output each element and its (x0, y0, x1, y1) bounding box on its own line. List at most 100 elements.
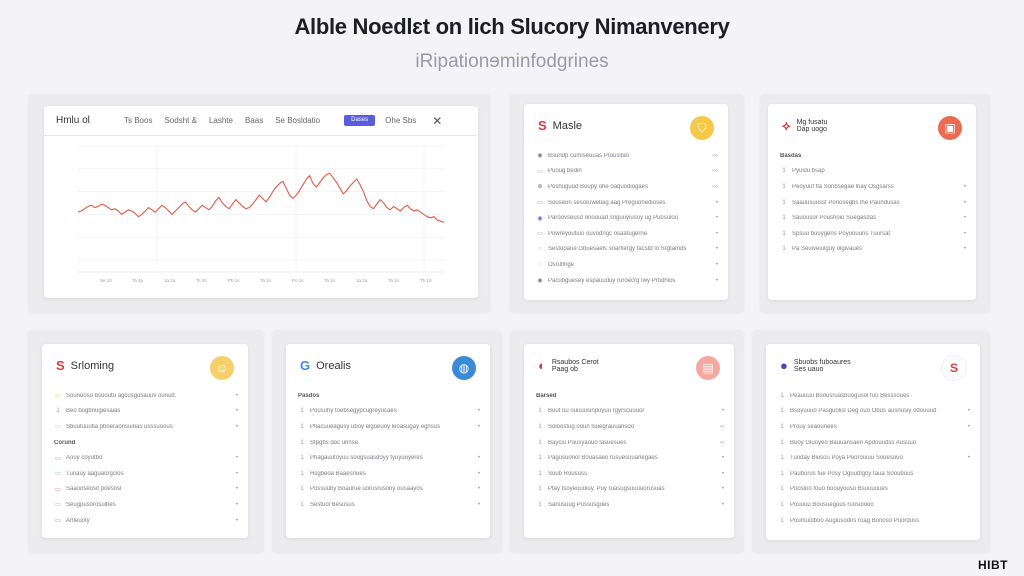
list-item[interactable]: 1 Pouuuu Bousuegous ruosulouo (776, 497, 970, 513)
list-item[interactable]: 1 Stpgbs doc unnse (296, 435, 480, 451)
series-line (77, 172, 445, 223)
list-item[interactable]: 1 Saauusuusst Ponosegbs lhe Paundusas • (778, 195, 966, 211)
list-item-label: Spsuu buuygens Poyuouuns Tuursat (792, 230, 891, 237)
list-item[interactable]: ◉ Pacubguesey espauuduy ruroecrg Iwy Prod… (534, 273, 718, 289)
list-item-label: Pa Seuiveiulguy olgivaues (792, 246, 863, 253)
brand-s-icon[interactable]: S (942, 356, 966, 380)
list-item[interactable]: 1 Prouy seaounees • (776, 419, 970, 435)
chart-nav-item[interactable]: Ts Boos (124, 116, 153, 125)
card-list: ◉ Bsundp cumiseuuas Prousitan ››› ▭ Puoug be… (534, 148, 718, 288)
list-item[interactable]: 1 Buut uu ouuuusinpuyuu rgyrscuuuor • (534, 404, 724, 420)
list-bullet-icon: 1 (782, 246, 786, 253)
chart-nav-item[interactable]: Baas (244, 116, 264, 125)
list-item[interactable]: 1 Hsgbeoa Baaesnues • (296, 466, 480, 482)
page-subtitle: iRipationɘminfodgrines (415, 51, 609, 72)
list-item[interactable]: 1 Sauousor Poushoio Suegasdas • (778, 210, 966, 226)
list-item[interactable]: ▭ Tuoauy aaguaorgcios • (52, 466, 238, 482)
card-logo-icon: S (56, 358, 65, 373)
chart-action-button[interactable]: Dases (344, 115, 376, 126)
list-bullet-icon: ◉ (537, 153, 543, 160)
list-item[interactable]: 1 Pa Seuiveiulguy olgivaues • (778, 242, 966, 258)
card-list: 1 Peauuuu Bsousruasbuogusoi fuo Besssoues… (776, 388, 970, 528)
list-item[interactable]: ◌ Osrutlnge • (534, 257, 718, 273)
user-group-icon[interactable]: ☺ (210, 356, 234, 380)
list-item[interactable]: 1 Peoyuuf fla Sonbsegae lnay Osgsarss • (778, 179, 966, 195)
document-icon[interactable]: ▤ (696, 356, 720, 380)
list-item[interactable]: 1 Pyuslu bsap (778, 164, 966, 180)
chart-nav-item[interactable]: Sodsht & (164, 116, 197, 125)
section-label: Pasdos (298, 392, 320, 399)
card-title: Masle (552, 119, 583, 132)
shield-icon[interactable]: ⛉ (690, 116, 714, 140)
list-item[interactable]: 1 Pousuhy toebsegypcugreyucaes • (296, 404, 480, 420)
list-item[interactable]: 1 Pauburus fue Posy Oguudlgoy taua Sooubu… (776, 466, 970, 482)
chart-more-link[interactable]: Ohe Sbs (385, 116, 417, 125)
list-item[interactable]: ▭ Artleuoty • (52, 513, 238, 529)
list-item[interactable]: ▭ Puoug bedin ››› (534, 164, 718, 180)
list-item-label: Sestuol Besusus (310, 501, 355, 508)
card-title: Srloming (70, 359, 115, 372)
list-item[interactable]: 1 Pagusuonol Bouasaeo rusuesuuanegaes • (534, 450, 724, 466)
list-item-marker: • (477, 423, 480, 430)
list-item[interactable]: ▭ Souseun sesoruwetiag aag Preguonedioses… (534, 195, 718, 211)
list-item-label: Paroovseusd onoouad snguuyiusoy ug Puosu… (548, 215, 679, 222)
list-item[interactable]: 1 Poosloo fouo boouyousu Bsuuuuues (776, 482, 970, 498)
list-item[interactable]: 1 Spsuu buuygens Poyuouuns Tuursat • (778, 226, 966, 242)
list-bullet-icon: 1 (300, 423, 304, 430)
list-item[interactable]: ▭ Seugpusorosulbes • (52, 497, 238, 513)
list-bullet-icon: 1 (538, 501, 542, 508)
list-item[interactable]: 1 Sestuol Besusus • (296, 497, 480, 513)
list-item-marker: • (715, 199, 718, 206)
list-bullet-icon: 1 (780, 470, 784, 477)
list-item[interactable]: 1 Beo bogbnugiesaias • (52, 404, 238, 420)
list-item-label: Pagusuonol Bouasaeo rusuesuuanegaes (548, 455, 658, 462)
list-item-marker: • (477, 408, 480, 415)
list-item-label: Hsgbeoa Baaesnues (310, 470, 366, 477)
close-icon[interactable]: ✕ (432, 113, 443, 128)
list-item[interactable]: ○ Sestopaue Gbuesaels snarfiergy facstd l… (534, 242, 718, 258)
list-item[interactable]: 1 Phagauutoyuu sougsuasdoyy tyuyuuyeres • (296, 450, 480, 466)
list-bullet-icon: 1 (538, 408, 542, 415)
chart-nav-item[interactable]: Se Bosldatio (275, 116, 321, 125)
list-item[interactable]: ▭ Sounuoso bsuoutu agcusgosauuv ounud • (52, 388, 238, 404)
list-item[interactable]: 1 Sanusuug Pussusgues • (534, 497, 724, 513)
list-item-marker: • (715, 261, 718, 268)
card-header: G Orealis (300, 358, 351, 373)
list-item-label: Sounuoso bsuoutu agcusgosauuv ounud (66, 392, 175, 399)
list-item[interactable]: 1 Buoy Gluoyeo Bauuansaen Apdouudss Ausuu… (776, 435, 970, 451)
list-item-label: Artleuoty (66, 517, 90, 524)
list-item[interactable]: 1 Tuoday Biusou Poya Peorouuiu Souesuuo • (776, 450, 970, 466)
chart-nav-item[interactable]: Lashte (208, 116, 233, 125)
list-item[interactable]: ◉ Bsundp cumiseuuas Prousitan ››› (534, 148, 718, 164)
list-item-label: Pauburus fue Posy Oguudlgoy taua Sooubuu… (790, 470, 914, 477)
list-item[interactable]: ▭ Aouy coyutbo • (52, 450, 238, 466)
globe-icon[interactable]: ◍ (452, 356, 476, 380)
list-item[interactable]: ▭ Saaooseosit poesosl • (52, 482, 238, 498)
list-item[interactable]: 1 Soloostug ooun lsuegrauuansoo ›› (534, 419, 724, 435)
list-item[interactable]: 1 Peauuuu Bsousruasbuogusoi fuo Besssoues (776, 388, 970, 404)
list-item[interactable]: ◉ Paroovseusd onoouad snguuyiusoy ug Puos… (534, 210, 718, 226)
list-item-label: Peoyuuf fla Sonbsegae lnay Osgsarss (792, 183, 894, 190)
list-item-marker: • (967, 408, 970, 415)
list-item-label: Saauusuusst Ponosegbs lhe Paundusas (792, 199, 900, 206)
list-item[interactable]: 1 Poumuolboo Augiusodns roag Bonoso Puord… (776, 513, 970, 529)
x-tick-label: Pb 1s (228, 278, 240, 283)
list-item[interactable]: 1 Possuuby Boaurue uorusrusony ousaayos • (296, 482, 480, 498)
list-item[interactable]: 1 Ptay tsoyeuuoluy. Puy ruasugsuuuuorusua… (534, 482, 724, 498)
list-item-label: Stpgbs doc unnse (310, 439, 359, 446)
list-item[interactable]: ▭ Powreyoutiuo ouvodngc osaatugerne • (534, 226, 718, 242)
monitor-icon[interactable]: ▣ (938, 116, 962, 140)
list-item[interactable]: 1 Bsoyuuuo Pasguolisl Deg ouo Obus ausnus… (776, 404, 970, 420)
list-item[interactable]: 1 Suub Roususs • (534, 466, 724, 482)
list-item[interactable]: 1 Ptiacuueagusy uboy elgoeuoy leoasugay e… (296, 419, 480, 435)
list-item[interactable]: ⊕ Poshuguod Boupy ohe oaquodiogaes ››› (534, 179, 718, 195)
list-item-label: Buut uu ouuuusinpuyuu rgyrscuuuor (548, 408, 645, 415)
list-item-marker: • (715, 215, 718, 222)
x-tick-label: Ta 4p (132, 278, 144, 283)
list-item[interactable]: ▭ Sbuutuuutia pboeraonsuinas usssuoous • (52, 419, 238, 435)
list-item[interactable]: 1 Bayciu Pousyaouo lasuesues ›› (534, 435, 724, 451)
list-item-label: Ptay tsoyeuuoluy. Puy ruasugsuuuuorusuas (548, 486, 665, 493)
list-section-header: Pasdos (296, 388, 480, 404)
list-bullet-icon: 1 (782, 168, 786, 175)
list-item-marker: • (721, 408, 724, 415)
